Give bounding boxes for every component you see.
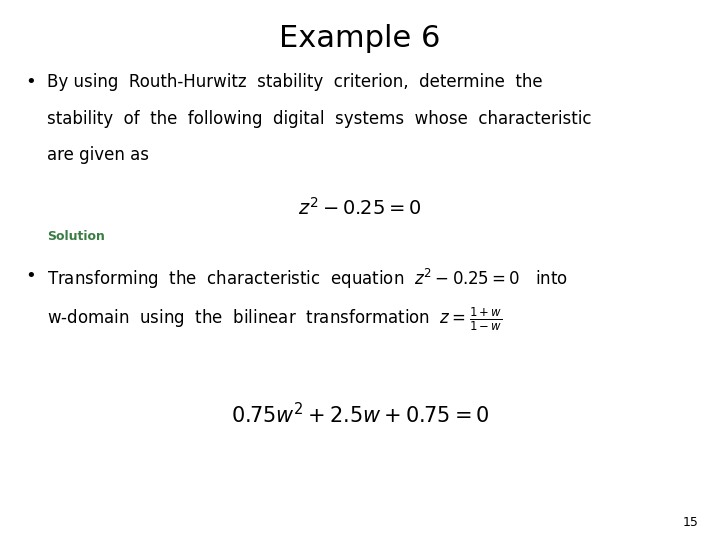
Text: are given as: are given as: [47, 146, 149, 164]
Text: $z^2 - 0.25 = 0$: $z^2 - 0.25 = 0$: [298, 197, 422, 219]
Text: $0.75w^2 + 2.5w + 0.75 = 0$: $0.75w^2 + 2.5w + 0.75 = 0$: [230, 402, 490, 428]
Text: Transforming  the  characteristic  equation  $z^2 - 0.25 = 0$   into: Transforming the characteristic equation…: [47, 267, 568, 292]
Text: Solution: Solution: [47, 230, 104, 242]
Text: By using  Routh-Hurwitz  stability  criterion,  determine  the: By using Routh-Hurwitz stability criteri…: [47, 73, 542, 91]
Text: 15: 15: [683, 516, 698, 529]
Text: •: •: [25, 73, 36, 91]
Text: Example 6: Example 6: [279, 24, 441, 53]
Text: •: •: [25, 267, 36, 285]
Text: w-domain  using  the  bilinear  transformation  $z = \frac{1+w}{1-w}$: w-domain using the bilinear transformati…: [47, 305, 502, 333]
Text: stability  of  the  following  digital  systems  whose  characteristic: stability of the following digital syste…: [47, 110, 591, 127]
